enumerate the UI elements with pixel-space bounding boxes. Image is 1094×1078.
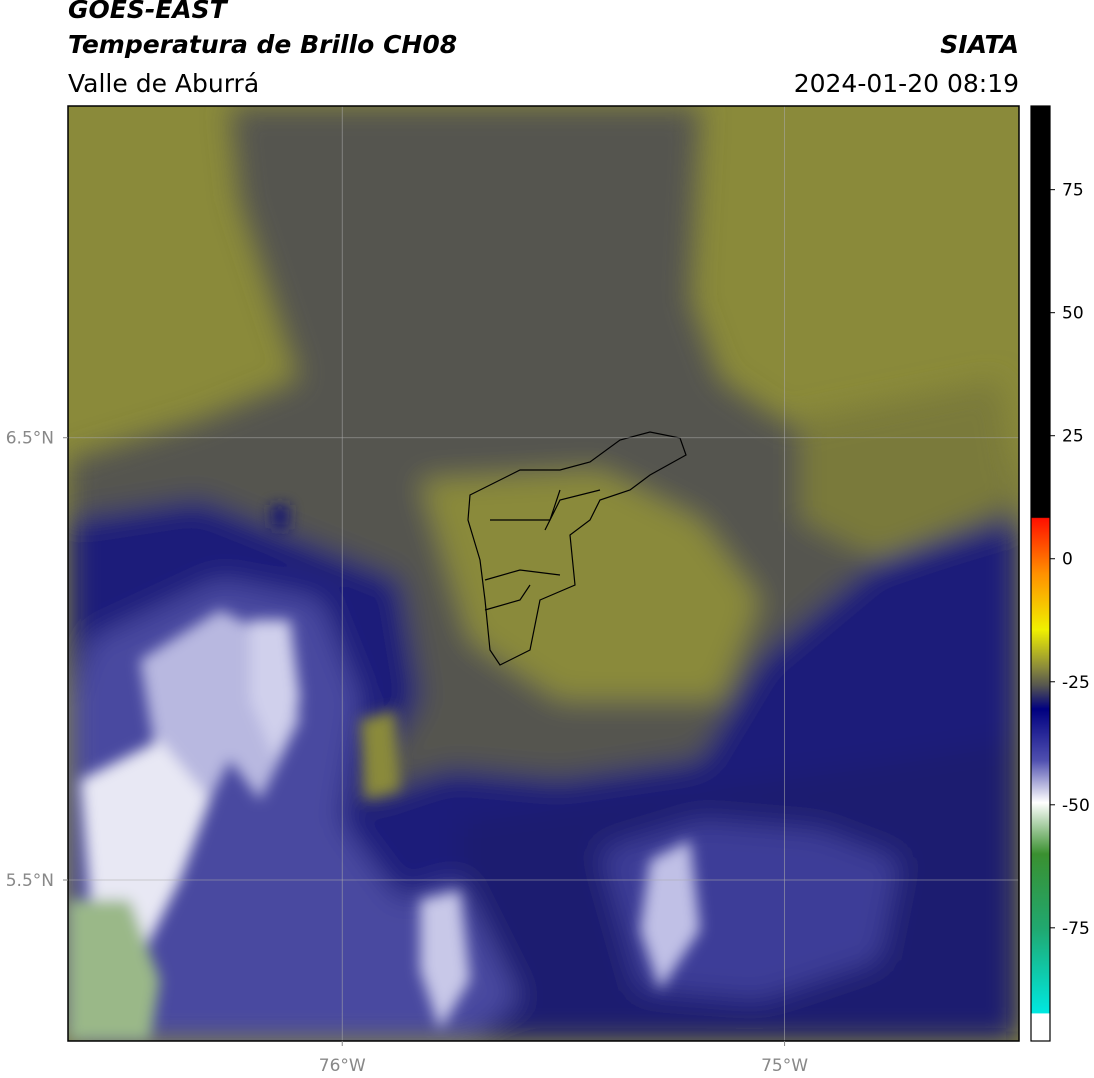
grid bbox=[68, 106, 1019, 1041]
region: Valle de Aburrá bbox=[68, 69, 259, 98]
x-tick-label: 76°W bbox=[319, 1056, 366, 1076]
y-tick-label: 5.5°N bbox=[6, 871, 54, 891]
colorbar-tick-label: 75 bbox=[1062, 181, 1084, 201]
source: SIATA bbox=[940, 30, 1019, 59]
colorbar-tick-label: -75 bbox=[1062, 919, 1090, 939]
map-frame bbox=[67, 105, 1020, 1042]
colorbar-tick-label: 50 bbox=[1062, 304, 1084, 324]
colorbar-tick-label: -25 bbox=[1062, 673, 1090, 693]
colorbar-tick-label: 0 bbox=[1062, 550, 1073, 570]
subtitle: Temperatura de Brillo CH08 bbox=[68, 30, 457, 59]
datetime: 2024-01-20 08:19 bbox=[794, 69, 1019, 98]
colorbar-tick-label: -50 bbox=[1062, 796, 1090, 816]
colorbar bbox=[1030, 105, 1051, 1042]
colorbar-tick-label: 25 bbox=[1062, 427, 1084, 447]
x-tick-label: 75°W bbox=[761, 1056, 808, 1076]
y-tick-label: 6.5°N bbox=[6, 429, 54, 449]
title: GOES-EAST bbox=[68, 0, 229, 24]
satellite-image bbox=[68, 106, 1019, 1041]
